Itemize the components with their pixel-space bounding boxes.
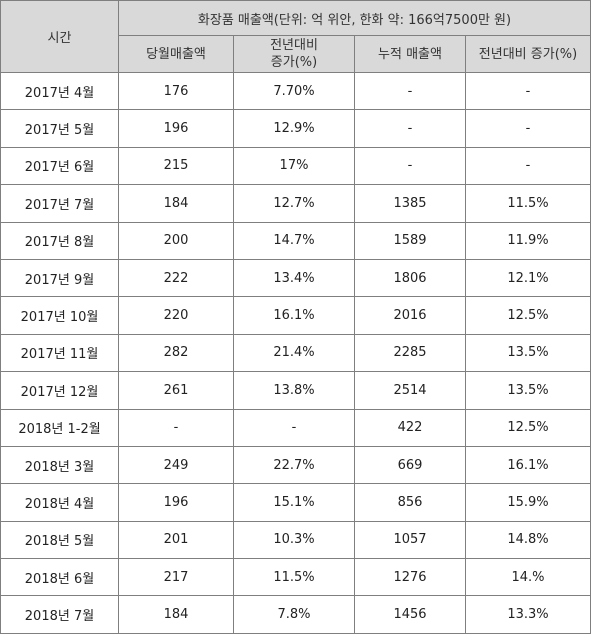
monthly-sales-cell: 215 xyxy=(118,146,234,186)
monthly-sales-cell: 201 xyxy=(118,520,234,560)
period-cell: 2018년 7월 xyxy=(0,595,119,634)
cumulative-yoy-cell: 13.5% xyxy=(465,371,591,410)
yoy-growth-cell: 15.1% xyxy=(233,483,355,522)
cumulative-sales-cell: 1589 xyxy=(354,221,466,260)
table-row: 2017년 12월 261 13.8% 2514 13.5% xyxy=(0,371,591,410)
cumulative-yoy-cell: 12.5% xyxy=(465,296,591,335)
cumulative-yoy-growth-header: 전년대비 증가(%) xyxy=(465,35,591,73)
cumulative-sales-cell: 2016 xyxy=(354,296,466,335)
cumulative-sales-cell: - xyxy=(354,109,466,148)
sales-group-header: 화장품 매출액(단위: 억 위안, 한화 약: 166억7500만 원) xyxy=(118,0,591,36)
yoy-growth-cell: 12.9% xyxy=(233,109,355,148)
table-row: 2018년 6월 217 11.5% 1276 14.% xyxy=(0,558,591,597)
yoy-growth-cell: 14.7% xyxy=(233,221,355,260)
monthly-sales-cell: 220 xyxy=(118,296,234,335)
cumulative-yoy-cell: 14.8% xyxy=(465,520,591,560)
period-cell: 2018년 1-2월 xyxy=(0,408,119,447)
yoy-growth-cell: 13.4% xyxy=(233,258,355,298)
cumulative-yoy-cell: 11.5% xyxy=(465,184,591,223)
yoy-growth-cell: 12.7% xyxy=(233,184,355,223)
cumulative-yoy-cell: - xyxy=(465,71,591,111)
monthly-sales-cell: 196 xyxy=(118,109,234,148)
period-cell: 2017년 7월 xyxy=(0,184,119,223)
table-row: 2017년 4월 176 7.70% - - xyxy=(0,71,591,111)
period-cell: 2017년 5월 xyxy=(0,109,119,148)
cumulative-sales-cell: 422 xyxy=(354,408,466,447)
period-cell: 2017년 6월 xyxy=(0,146,119,186)
monthly-sales-cell: 282 xyxy=(118,333,234,373)
cumulative-sales-cell: - xyxy=(354,71,466,111)
monthly-sales-cell: 184 xyxy=(118,595,234,634)
cumulative-sales-cell: 1385 xyxy=(354,184,466,223)
table-row: 2017년 11월 282 21.4% 2285 13.5% xyxy=(0,333,591,373)
period-cell: 2017년 12월 xyxy=(0,371,119,410)
cumulative-sales-cell: 1456 xyxy=(354,595,466,634)
monthly-sales-cell: - xyxy=(118,408,234,447)
cumulative-sales-cell: 1057 xyxy=(354,520,466,560)
cumulative-sales-cell: 1806 xyxy=(354,258,466,298)
monthly-sales-cell: 217 xyxy=(118,558,234,597)
cumulative-yoy-cell: - xyxy=(465,109,591,148)
table-row: 2017년 9월 222 13.4% 1806 12.1% xyxy=(0,258,591,298)
cumulative-sales-cell: 1276 xyxy=(354,558,466,597)
cumulative-sales-cell: 856 xyxy=(354,483,466,522)
cumulative-sales-cell: 2514 xyxy=(354,371,466,410)
monthly-sales-cell: 249 xyxy=(118,445,234,485)
cumulative-yoy-cell: 13.3% xyxy=(465,595,591,634)
monthly-sales-cell: 176 xyxy=(118,71,234,111)
yoy-growth-header-line2: 증가(%) xyxy=(270,55,318,70)
monthly-sales-cell: 184 xyxy=(118,184,234,223)
yoy-growth-cell: 22.7% xyxy=(233,445,355,485)
table-row: 2017년 10월 220 16.1% 2016 12.5% xyxy=(0,296,591,335)
monthly-sales-header: 당월매출액 xyxy=(118,35,234,73)
yoy-growth-cell: 17% xyxy=(233,146,355,186)
yoy-growth-cell: 11.5% xyxy=(233,558,355,597)
table-row: 2018년 3월 249 22.7% 669 16.1% xyxy=(0,445,591,485)
yoy-growth-cell: - xyxy=(233,408,355,447)
yoy-growth-cell: 7.8% xyxy=(233,595,355,634)
yoy-growth-cell: 7.70% xyxy=(233,71,355,111)
period-cell: 2018년 6월 xyxy=(0,558,119,597)
period-cell: 2017년 11월 xyxy=(0,333,119,373)
monthly-sales-cell: 200 xyxy=(118,221,234,260)
period-cell: 2017년 8월 xyxy=(0,221,119,260)
monthly-sales-cell: 222 xyxy=(118,258,234,298)
table-row: 2018년 1-2월 - - 422 12.5% xyxy=(0,408,591,447)
table-row: 2017년 8월 200 14.7% 1589 11.9% xyxy=(0,221,591,260)
cumulative-sales-header: 누적 매출액 xyxy=(354,35,466,73)
table-row: 2017년 7월 184 12.7% 1385 11.5% xyxy=(0,184,591,223)
cumulative-yoy-cell: - xyxy=(465,146,591,186)
monthly-sales-cell: 196 xyxy=(118,483,234,522)
period-cell: 2018년 3월 xyxy=(0,445,119,485)
cumulative-yoy-cell: 14.% xyxy=(465,558,591,597)
period-cell: 2018년 5월 xyxy=(0,520,119,560)
cumulative-sales-cell: - xyxy=(354,146,466,186)
table-row: 2018년 7월 184 7.8% 1456 13.3% xyxy=(0,595,591,634)
cumulative-yoy-cell: 12.5% xyxy=(465,408,591,447)
period-cell: 2017년 10월 xyxy=(0,296,119,335)
cumulative-yoy-cell: 16.1% xyxy=(465,445,591,485)
table-row: 2018년 5월 201 10.3% 1057 14.8% xyxy=(0,520,591,560)
period-cell: 2017년 4월 xyxy=(0,71,119,111)
table-row: 2017년 6월 215 17% - - xyxy=(0,146,591,186)
table-row: 2018년 4월 196 15.1% 856 15.9% xyxy=(0,483,591,522)
yoy-growth-header: 전년대비 증가(%) xyxy=(233,35,355,73)
monthly-sales-cell: 261 xyxy=(118,371,234,410)
cumulative-yoy-cell: 11.9% xyxy=(465,221,591,260)
period-cell: 2018년 4월 xyxy=(0,483,119,522)
cumulative-sales-cell: 669 xyxy=(354,445,466,485)
cumulative-yoy-cell: 12.1% xyxy=(465,258,591,298)
cumulative-yoy-cell: 15.9% xyxy=(465,483,591,522)
table-row: 2017년 5월 196 12.9% - - xyxy=(0,109,591,148)
cumulative-sales-cell: 2285 xyxy=(354,333,466,373)
yoy-growth-cell: 21.4% xyxy=(233,333,355,373)
period-cell: 2017년 9월 xyxy=(0,258,119,298)
yoy-growth-cell: 10.3% xyxy=(233,520,355,560)
yoy-growth-cell: 16.1% xyxy=(233,296,355,335)
time-header: 시간 xyxy=(0,0,119,73)
yoy-growth-cell: 13.8% xyxy=(233,371,355,410)
cumulative-yoy-cell: 13.5% xyxy=(465,333,591,373)
yoy-growth-header-line1: 전년대비 xyxy=(270,38,318,53)
